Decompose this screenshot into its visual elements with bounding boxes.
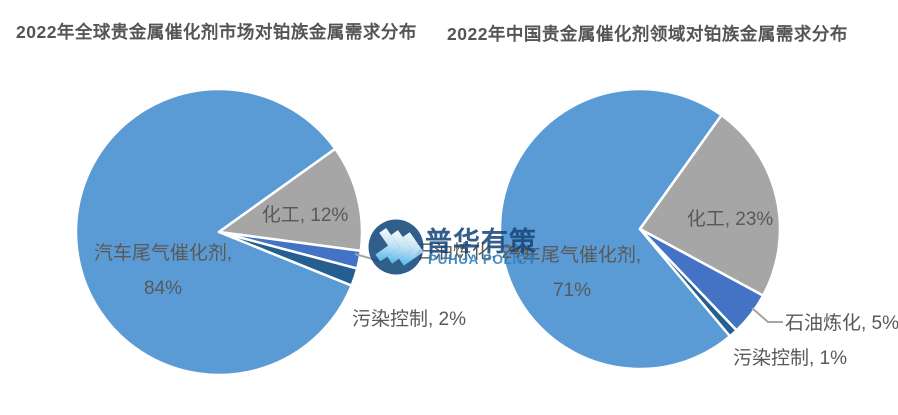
pie-slice-global-0 bbox=[74, 87, 353, 377]
label-china-pollution: 污染控制, 1% bbox=[733, 348, 848, 369]
label-global-auto-exhaust-pct: 84% bbox=[143, 278, 183, 299]
pie-slice-global-1 bbox=[217, 147, 364, 253]
pie-slice-global-3 bbox=[217, 230, 359, 287]
leader-line-right-petro bbox=[751, 307, 783, 323]
label-global-auto-exhaust: 汽车尾气催化剂, 84% bbox=[73, 236, 253, 306]
label-global-pollution: 污染控制, 2% bbox=[352, 309, 467, 330]
pie-global bbox=[74, 87, 364, 377]
chart-title-china: 2022年中国贵金属催化剂领域对铂族金属需求分布 bbox=[447, 24, 848, 44]
puhua-policy-logo-icon bbox=[368, 219, 424, 275]
watermark: 普华有策 PUHUA POLICY bbox=[368, 218, 588, 280]
label-china-auto-exhaust-name: 汽车尾气催化剂, bbox=[502, 245, 642, 266]
label-china-chemical: 化工, 23% bbox=[686, 209, 774, 230]
label-china-petroleum: 石油炼化, 5% bbox=[785, 313, 898, 334]
label-china-auto-exhaust: 汽车尾气催化剂, 71% bbox=[482, 238, 662, 308]
label-china-auto-exhaust-pct: 71% bbox=[552, 280, 592, 301]
label-global-chemical: 化工, 12% bbox=[261, 205, 349, 226]
pie-slice-china-0 bbox=[498, 87, 732, 371]
watermark-brand-cn: 普华有策 bbox=[425, 227, 537, 257]
pie-slice-china-3 bbox=[638, 227, 738, 338]
pie-slice-china-1 bbox=[638, 113, 782, 297]
pie-china bbox=[498, 87, 782, 371]
label-global-petroleum: 石油炼化, 2% bbox=[415, 242, 530, 263]
label-global-auto-exhaust-name: 汽车尾气催化剂, bbox=[93, 243, 233, 264]
chart-title-global: 2022年全球贵金属催化剂市场对铂族金属需求分布 bbox=[16, 22, 417, 42]
watermark-brand-en: PUHUA POLICY bbox=[428, 252, 537, 267]
